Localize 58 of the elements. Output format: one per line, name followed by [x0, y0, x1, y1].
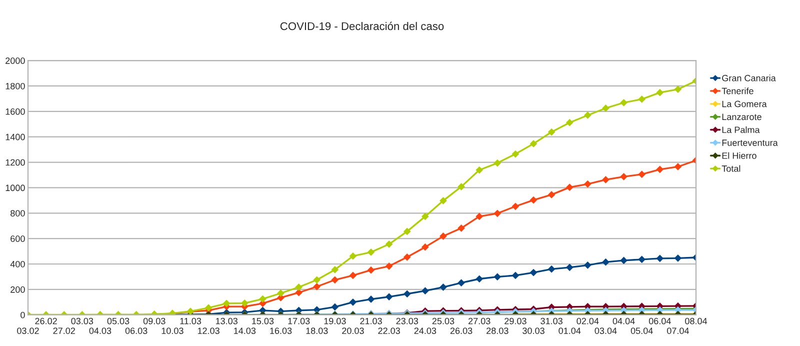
x-tick-label: 27.02: [53, 328, 75, 334]
x-tick-label: 16.03: [270, 328, 292, 334]
legend-label: Tenerife: [722, 88, 754, 94]
x-tick-label: 06.03: [125, 328, 148, 334]
x-tick-label: 02.04: [576, 318, 599, 324]
x-tick-label: 12.03: [198, 328, 220, 334]
chart-title: COVID-19 - Declaración del caso: [280, 22, 444, 30]
x-tick-label: 18.03: [306, 328, 328, 334]
legend-label: La Gomera: [722, 100, 767, 108]
y-tick-label: 400: [10, 260, 25, 268]
x-tick-label: 04.04: [612, 318, 635, 324]
legend-label: Total: [722, 165, 740, 172]
y-tick-label: 0: [20, 312, 25, 318]
x-tick-label: 10.03: [162, 328, 184, 334]
x-tick-label: 25.03: [432, 318, 454, 324]
x-tick-label: 31.03: [540, 318, 562, 324]
x-tick-label: 22.03: [378, 328, 400, 334]
x-tick-label: 11.03: [180, 318, 202, 324]
x-tick-label: 30.03: [522, 328, 544, 334]
legend-label: Gran Canaria: [722, 74, 776, 82]
x-tick-label: 19.03: [324, 318, 346, 324]
x-tick-label: 14.03: [234, 328, 256, 334]
y-tick-label: 200: [10, 286, 25, 293]
x-tick-label: 20.03: [342, 328, 364, 334]
x-tick-label: 09.03: [143, 318, 166, 324]
y-tick-label: 600: [10, 236, 25, 242]
x-tick-label: 04.03: [89, 328, 112, 334]
x-tick-label: 21.03: [360, 318, 382, 324]
x-tick-label: 15.03: [252, 318, 274, 324]
x-tick-label: 05.03: [107, 318, 130, 324]
x-tick-label: 26.03: [450, 328, 472, 334]
y-tick-label: 1000: [6, 184, 25, 192]
x-tick-label: 28.03: [486, 328, 508, 334]
legend-label: El Hierro: [722, 152, 756, 159]
x-tick-label: 07.04: [667, 328, 689, 334]
y-tick-label: 1400: [6, 134, 25, 140]
legend-label: La Palma: [722, 126, 760, 134]
x-tick-label: 03.04: [594, 328, 617, 334]
x-tick-label: 17.03: [288, 318, 310, 324]
y-tick-label: 1800: [6, 82, 25, 90]
legend-label: Lanzarote: [722, 114, 762, 120]
x-tick-label: 05.04: [630, 328, 653, 334]
y-tick-label: 800: [10, 210, 25, 216]
x-tick-label: 24.03: [414, 328, 436, 334]
x-tick-label: 01.04: [558, 328, 581, 334]
y-tick-label: 1600: [6, 108, 25, 115]
x-tick-label: 03.03: [71, 318, 94, 324]
y-tick-label: 2000: [6, 58, 25, 64]
x-tick-label: 03.02: [17, 328, 39, 334]
legend-label: Fuerteventura: [722, 140, 778, 146]
y-tick-label: 1200: [6, 159, 25, 166]
x-tick-label: 23.03: [396, 318, 418, 324]
x-tick-label: 26.02: [35, 318, 57, 324]
x-tick-label: 29.03: [504, 318, 526, 324]
x-tick-label: 06.04: [648, 318, 671, 324]
x-tick-label: 27.03: [468, 318, 490, 324]
x-tick-label: 13.03: [216, 318, 238, 324]
x-tick-label: 08.04: [685, 318, 708, 324]
